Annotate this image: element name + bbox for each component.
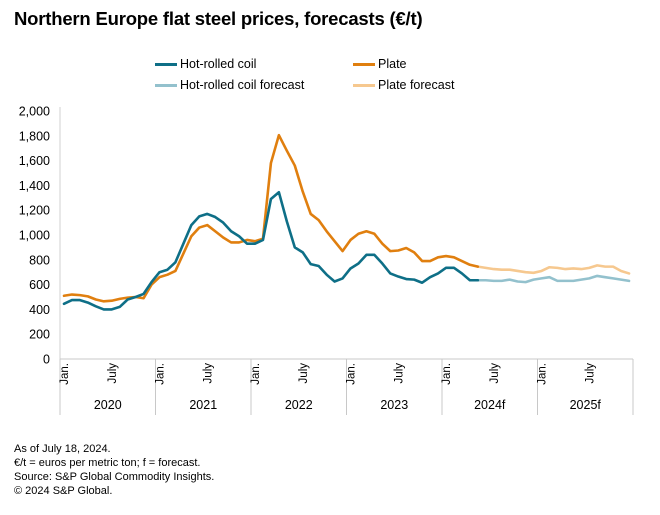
y-tick-label: 1,400 [19, 179, 50, 193]
x-month-label: July [584, 363, 596, 384]
x-axis: 2020 Jan. July 2021 Jan. July 2022 Jan. July 2023… [59, 358, 634, 415]
x-month-label: Jan. [537, 363, 549, 385]
x-month-label: July [393, 363, 405, 384]
chart-title: Northern Europe flat steel prices, forec… [14, 8, 423, 29]
chart-legend: Hot-rolled coil Plate Hot-rolled coil fo… [0, 57, 660, 97]
legend-item-plate: Plate [353, 57, 407, 71]
x-month-label: July [107, 363, 119, 384]
series-line-plate [62, 133, 480, 303]
y-tick-label: 1,800 [19, 129, 50, 143]
y-tick-label: 2,000 [19, 105, 50, 119]
footnote-date: As of July 18, 2024. [14, 443, 111, 455]
x-month-label: Jan. [346, 363, 358, 385]
y-tick-label: 200 [29, 328, 50, 342]
legend-label: Plate forecast [378, 78, 455, 92]
x-month-label: July [202, 363, 214, 384]
y-axis: 0 200 400 600 800 1,000 1,200 1,400 1,600 1,800 2,… [19, 105, 61, 367]
footnotes: As of July 18, 2024. €/t = euros per met… [14, 442, 214, 498]
footnote-source: Source: S&P Global Commodity Insights. [14, 471, 215, 483]
x-year-label: 2023 [380, 398, 408, 412]
x-month-label: Jan. [155, 363, 167, 385]
legend-label: Hot-rolled coil [180, 57, 257, 71]
y-tick-label: 1,200 [19, 204, 50, 218]
x-year-label: 2024f [474, 398, 506, 412]
line-chart: 0 200 400 600 800 1,000 1,200 1,400 1,600 1,800 2,… [19, 105, 634, 415]
y-tick-label: 1,000 [19, 229, 50, 243]
x-month-label: Jan. [59, 363, 71, 385]
x-year-label: 2025f [570, 398, 602, 412]
y-tick-label: 0 [43, 353, 50, 367]
y-tick-label: 1,600 [19, 154, 50, 168]
series-line-hot-rolled-coil [62, 190, 480, 311]
series-group [62, 133, 631, 311]
footnote-units: €/t = euros per metric ton; f = forecast… [14, 457, 201, 469]
x-month-label: Jan. [250, 363, 262, 385]
x-year-label: 2022 [285, 398, 313, 412]
legend-swatch-hot-rolled-coil-forecast [155, 83, 177, 87]
x-year-label: 2021 [189, 398, 217, 412]
legend-swatch-plate [353, 62, 375, 66]
y-tick-label: 800 [29, 253, 50, 267]
x-month-label: Jan. [441, 363, 453, 385]
legend-swatch-hot-rolled-coil [155, 62, 177, 66]
legend-item-hot-rolled-coil-forecast: Hot-rolled coil forecast [155, 78, 304, 92]
x-month-label: July [298, 363, 310, 384]
footnote-copyright: © 2024 S&P Global. [14, 485, 113, 497]
y-tick-label: 400 [29, 303, 50, 317]
series-line-hot-rolled-coil-forecast [476, 274, 631, 284]
legend-item-plate-forecast: Plate forecast [353, 78, 454, 92]
x-year-label: 2020 [94, 398, 122, 412]
legend-label: Plate [378, 57, 407, 71]
y-tick-label: 600 [29, 278, 50, 292]
legend-swatch-plate-forecast [353, 83, 375, 87]
x-month-label: July [489, 363, 501, 384]
legend-item-hot-rolled-coil: Hot-rolled coil [155, 57, 256, 71]
legend-label: Hot-rolled coil forecast [180, 78, 305, 92]
series-line-plate-forecast [476, 264, 631, 275]
